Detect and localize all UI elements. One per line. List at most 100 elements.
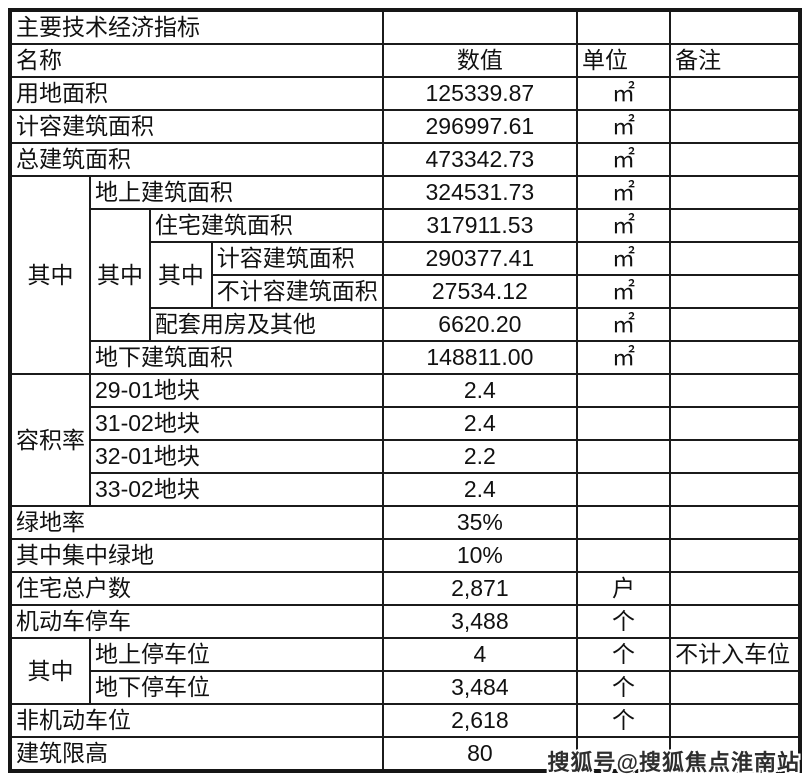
name-cell: 地上停车位 bbox=[89, 637, 384, 672]
table-row: 容积率 29-01地块 2.4 bbox=[9, 373, 801, 507]
value-cell: 290377.41 bbox=[381, 241, 578, 276]
remark-cell bbox=[669, 208, 801, 243]
table-row: 总建筑面积 473342.73 ㎡ bbox=[9, 142, 801, 177]
table-row: 建筑限高 80 bbox=[9, 736, 801, 772]
table-row: 32-01地块 2.2 bbox=[10, 439, 801, 474]
unit-cell bbox=[575, 505, 672, 540]
value-cell: 125339.87 bbox=[381, 76, 578, 111]
value-cell: 2,871 bbox=[381, 571, 578, 606]
value-cell: 4 bbox=[381, 637, 578, 672]
value-cell: 317911.53 bbox=[381, 208, 578, 243]
unit-cell: 个 bbox=[575, 637, 672, 672]
indicators-sheet: 主要技术经济指标 名称 数值 单位 备注 用地面积 125339.87 ㎡ 计容… bbox=[8, 8, 802, 773]
group-cell-level2: 其中 bbox=[89, 208, 151, 342]
remark-cell bbox=[669, 175, 801, 210]
value-cell: 3,484 bbox=[381, 670, 578, 705]
table-row: 计容建筑面积 296997.61 ㎡ bbox=[9, 109, 801, 144]
name-cell: 用地面积 bbox=[9, 76, 384, 111]
unit-cell: 个 bbox=[575, 604, 672, 639]
unit-cell: 个 bbox=[575, 703, 672, 738]
unit-cell bbox=[575, 9, 672, 45]
remark-cell bbox=[669, 736, 801, 772]
unit-cell: ㎡ bbox=[575, 109, 672, 144]
name-cell: 非机动车位 bbox=[9, 703, 384, 738]
unit-cell bbox=[575, 439, 672, 474]
name-cell: 地下停车位 bbox=[89, 670, 384, 705]
table-row: 其中 地上停车位 4 个 不计入车位 bbox=[9, 637, 801, 705]
name-cell: 其中集中绿地 bbox=[9, 538, 384, 573]
name-cell: 住宅建筑面积 bbox=[148, 208, 384, 243]
unit-cell: ㎡ bbox=[575, 208, 672, 243]
unit-cell: ㎡ bbox=[575, 241, 672, 276]
header-remark-cell: 备注 bbox=[669, 43, 801, 78]
value-cell: 473342.73 bbox=[381, 142, 578, 177]
table-row: 用地面积 125339.87 ㎡ bbox=[9, 76, 801, 111]
remark-cell bbox=[669, 142, 801, 177]
header-unit-cell: 单位 bbox=[575, 43, 672, 78]
remark-cell bbox=[669, 241, 801, 276]
unit-cell: ㎡ bbox=[575, 307, 672, 342]
value-cell: 2.4 bbox=[381, 406, 578, 441]
name-cell: 地上建筑面积 bbox=[89, 175, 384, 210]
remark-cell bbox=[669, 538, 801, 573]
group-cell-far: 容积率 bbox=[9, 373, 91, 507]
value-cell: 35% bbox=[381, 505, 578, 540]
value-cell: 2.4 bbox=[381, 373, 578, 408]
remark-cell bbox=[669, 406, 801, 441]
value-cell: 3,488 bbox=[381, 604, 578, 639]
remark-cell bbox=[669, 373, 801, 408]
remark-cell bbox=[669, 505, 801, 540]
table-row: 33-02地块 2.4 bbox=[10, 472, 801, 507]
value-cell: 324531.73 bbox=[381, 175, 578, 210]
remark-cell bbox=[669, 439, 801, 474]
name-cell: 33-02地块 bbox=[89, 472, 384, 507]
table-row: 住宅总户数 2,871 户 bbox=[9, 571, 801, 606]
sohu-watermark: 搜狐号@搜狐焦点淮南站 bbox=[547, 750, 800, 775]
header-name-cell: 名称 bbox=[9, 43, 384, 78]
header-value-cell: 数值 bbox=[381, 43, 578, 78]
group-cell-level3: 其中 bbox=[148, 241, 213, 309]
remark-cell bbox=[669, 472, 801, 507]
table-row: 绿地率 35% bbox=[9, 505, 801, 540]
remark-cell bbox=[669, 670, 801, 705]
unit-cell: ㎡ bbox=[575, 274, 672, 309]
unit-cell: ㎡ bbox=[575, 340, 672, 375]
remark-cell bbox=[669, 9, 801, 45]
unit-cell bbox=[575, 736, 672, 772]
unit-cell bbox=[575, 472, 672, 507]
name-cell: 32-01地块 bbox=[89, 439, 384, 474]
value-cell: 296997.61 bbox=[381, 109, 578, 144]
value-cell: 148811.00 bbox=[381, 340, 578, 375]
table-row: 其中集中绿地 10% bbox=[9, 538, 801, 573]
table-row-title: 主要技术经济指标 bbox=[9, 9, 801, 45]
name-cell: 31-02地块 bbox=[89, 406, 384, 441]
value-cell: 6620.20 bbox=[381, 307, 578, 342]
remark-cell bbox=[669, 703, 801, 738]
value-cell: 10% bbox=[381, 538, 578, 573]
name-cell: 29-01地块 bbox=[89, 373, 384, 408]
value-cell bbox=[381, 9, 578, 45]
unit-cell: ㎡ bbox=[575, 175, 672, 210]
group-cell-level1: 其中 bbox=[9, 175, 91, 375]
name-cell: 配套用房及其他 bbox=[148, 307, 384, 342]
name-cell: 计容建筑面积 bbox=[210, 241, 384, 276]
remark-cell bbox=[669, 340, 801, 375]
remark-cell bbox=[669, 571, 801, 606]
remark-cell: 不计入车位 bbox=[669, 637, 801, 672]
value-cell: 80 bbox=[381, 736, 578, 772]
table-row: 地下建筑面积 148811.00 ㎡ bbox=[10, 340, 801, 375]
table-row: 其中 地上建筑面积 324531.73 ㎡ bbox=[9, 175, 801, 375]
group-cell-parking: 其中 bbox=[9, 637, 91, 705]
table-row: 配套用房及其他 6620.20 ㎡ bbox=[10, 307, 801, 342]
unit-cell bbox=[575, 406, 672, 441]
value-cell: 2,618 bbox=[381, 703, 578, 738]
table-row: 地下停车位 3,484 个 bbox=[10, 670, 801, 705]
table-header-row: 名称 数值 单位 备注 bbox=[9, 43, 801, 78]
remark-cell bbox=[669, 109, 801, 144]
name-cell: 不计容建筑面积 bbox=[210, 274, 384, 309]
table-row: 不计容建筑面积 27534.12 ㎡ bbox=[10, 274, 801, 309]
unit-cell: ㎡ bbox=[575, 76, 672, 111]
section-title-cell: 主要技术经济指标 bbox=[9, 9, 384, 45]
table-row: 非机动车位 2,618 个 bbox=[9, 703, 801, 738]
unit-cell: ㎡ bbox=[575, 142, 672, 177]
